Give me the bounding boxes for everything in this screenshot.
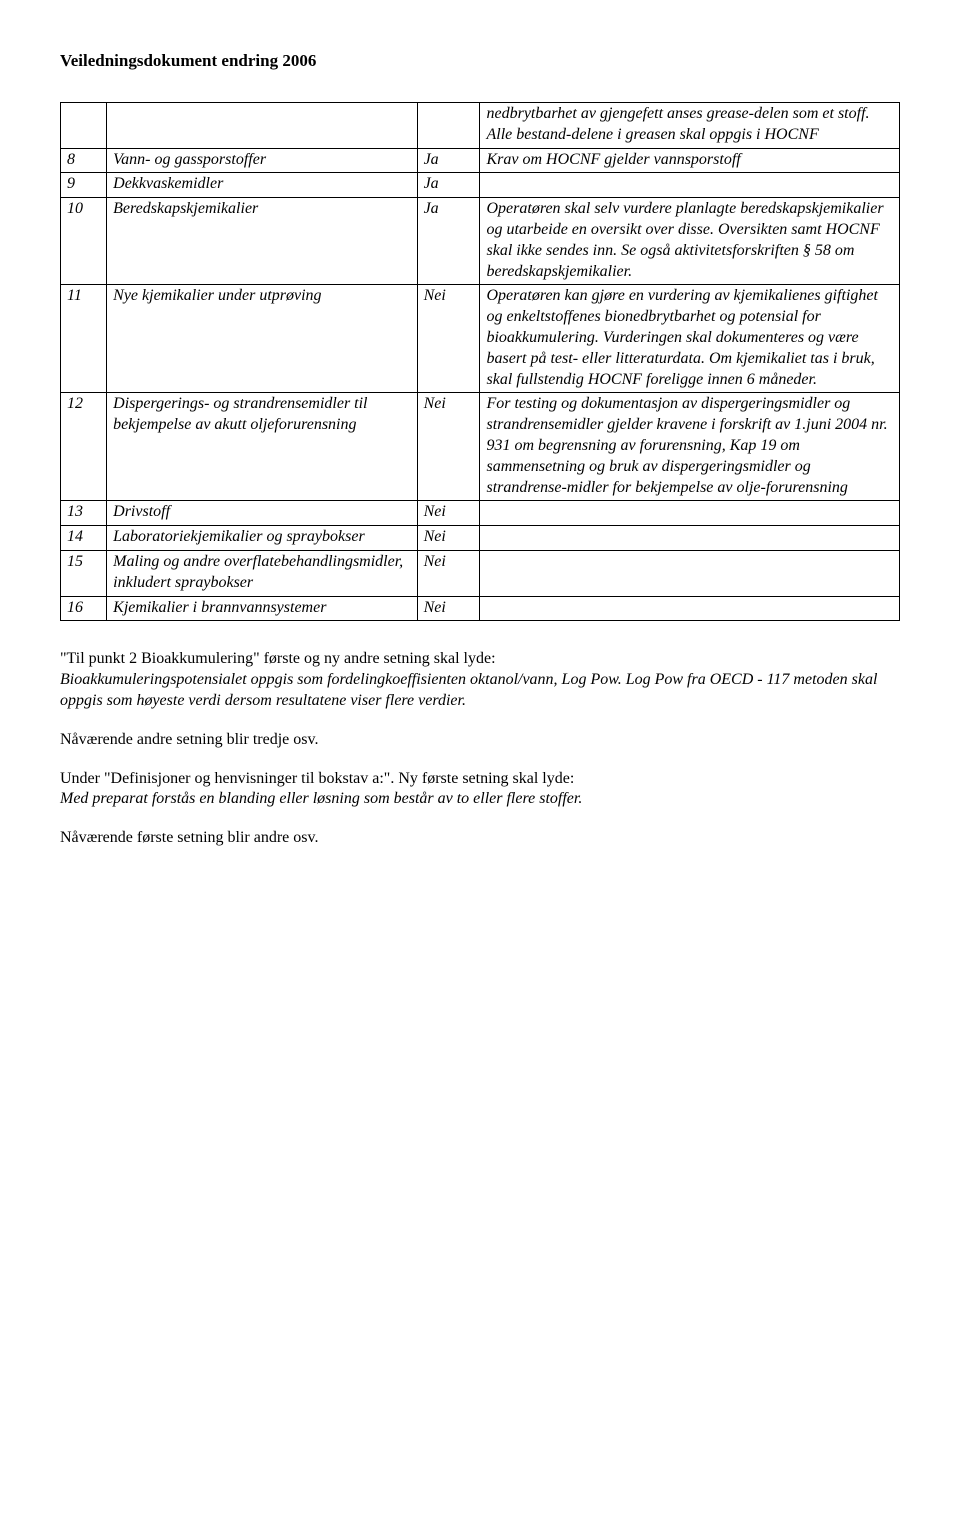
row-description (480, 173, 900, 198)
row-flag: Ja (417, 173, 480, 198)
body-text: "Til punkt 2 Bioakkumulering" første og … (60, 649, 900, 849)
table-row: 13DrivstoffNei (61, 501, 900, 526)
row-description: Operatøren kan gjøre en vurdering av kje… (480, 285, 900, 393)
row-item: Nye kjemikalier under utprøving (107, 285, 417, 393)
row-number: 13 (61, 501, 107, 526)
row-description (480, 551, 900, 597)
row-item: Drivstoff (107, 501, 417, 526)
table-row: 14Laboratoriekjemikalier og spraybokserN… (61, 526, 900, 551)
p1-italic: Bioakkumuleringspotensialet oppgis som f… (60, 671, 877, 709)
row-flag: Nei (417, 526, 480, 551)
page-header: Veiledningsdokument endring 2006 (60, 50, 900, 72)
row-flag: Nei (417, 596, 480, 621)
row-number: 9 (61, 173, 107, 198)
row-flag: Ja (417, 148, 480, 173)
table-row: 16Kjemikalier i brannvannsystemerNei (61, 596, 900, 621)
row-item: Vann- og gassporstoffer (107, 148, 417, 173)
guidance-table: nedbrytbarhet av gjengefett anses grease… (60, 102, 900, 621)
row-number: 14 (61, 526, 107, 551)
row-flag: Nei (417, 285, 480, 393)
row-flag (417, 103, 480, 149)
row-number (61, 103, 107, 149)
row-number: 16 (61, 596, 107, 621)
row-description (480, 501, 900, 526)
row-number: 8 (61, 148, 107, 173)
row-item: Maling og andre overflatebehandlingsmidl… (107, 551, 417, 597)
row-number: 10 (61, 198, 107, 285)
row-flag: Ja (417, 198, 480, 285)
row-item: Kjemikalier i brannvannsystemer (107, 596, 417, 621)
table-row: 9DekkvaskemidlerJa (61, 173, 900, 198)
row-number: 11 (61, 285, 107, 393)
row-description: For testing og dokumentasjon av disperge… (480, 393, 900, 501)
row-number: 12 (61, 393, 107, 501)
row-item: Dekkvaskemidler (107, 173, 417, 198)
p2: Nåværende andre setning blir tredje osv. (60, 730, 900, 751)
row-description: nedbrytbarhet av gjengefett anses grease… (480, 103, 900, 149)
row-item: Laboratoriekjemikalier og spraybokser (107, 526, 417, 551)
row-flag: Nei (417, 393, 480, 501)
table-row: 11Nye kjemikalier under utprøvingNeiOper… (61, 285, 900, 393)
table-row: nedbrytbarhet av gjengefett anses grease… (61, 103, 900, 149)
p3-lead: Under "Definisjoner og henvisninger til … (60, 770, 574, 787)
p1-lead: "Til punkt 2 Bioakkumulering" første og … (60, 650, 496, 667)
table-row: 12Dispergerings- og strandrensemidler ti… (61, 393, 900, 501)
p4: Nåværende første setning blir andre osv. (60, 828, 900, 849)
table-row: 10BeredskapskjemikalierJaOperatøren skal… (61, 198, 900, 285)
row-description (480, 596, 900, 621)
table-row: 8Vann- og gassporstofferJaKrav om HOCNF … (61, 148, 900, 173)
table-row: 15Maling og andre overflatebehandlingsmi… (61, 551, 900, 597)
row-description (480, 526, 900, 551)
row-description: Krav om HOCNF gjelder vannsporstoff (480, 148, 900, 173)
row-item: Beredskapskjemikalier (107, 198, 417, 285)
row-item: Dispergerings- og strandrensemidler til … (107, 393, 417, 501)
row-number: 15 (61, 551, 107, 597)
row-flag: Nei (417, 551, 480, 597)
row-description: Operatøren skal selv vurdere planlagte b… (480, 198, 900, 285)
row-item (107, 103, 417, 149)
row-flag: Nei (417, 501, 480, 526)
p3-italic: Med preparat forstås en blanding eller l… (60, 790, 582, 807)
